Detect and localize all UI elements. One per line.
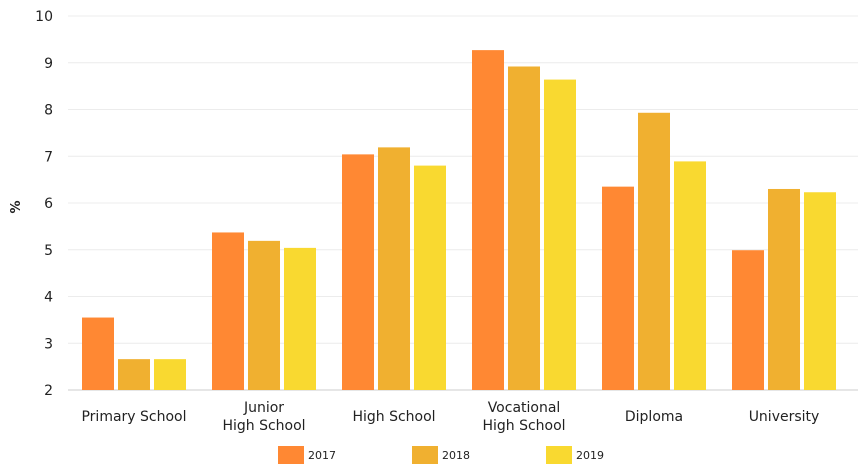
x-axis-category-labels: Primary School Junior High School High Scho… xyxy=(81,400,819,434)
bar-2019 xyxy=(284,247,316,390)
category-label: Primary School xyxy=(81,409,186,425)
legend-swatch xyxy=(546,446,572,464)
y-tick-label: 9 xyxy=(44,56,53,72)
legend-item-2019[interactable]: 2019 xyxy=(546,446,604,464)
bar-2019 xyxy=(414,165,446,390)
y-tick-label: 10 xyxy=(35,9,53,25)
bar-2019 xyxy=(544,79,576,390)
legend-label: 2019 xyxy=(576,449,604,462)
bar-2019 xyxy=(804,192,836,390)
grid-lines xyxy=(68,15,858,391)
bar-2017 xyxy=(732,250,764,390)
category-label: University xyxy=(749,409,820,425)
y-tick-label: 5 xyxy=(44,243,53,259)
bar-2018 xyxy=(768,188,800,390)
bar-2018 xyxy=(118,359,150,390)
category-label: Junior High School xyxy=(222,400,305,434)
legend-swatch xyxy=(278,446,304,464)
bar-2018 xyxy=(378,147,410,390)
legend-swatch xyxy=(412,446,438,464)
y-tick-label: 6 xyxy=(44,196,53,212)
bar-2017 xyxy=(602,186,634,390)
y-tick-label: 8 xyxy=(44,103,53,119)
bar-2017 xyxy=(472,50,504,390)
bar-2017 xyxy=(212,232,244,390)
y-axis-label: % xyxy=(9,200,24,213)
y-axis-tick-labels: 2 3 4 5 6 7 8 9 10 xyxy=(35,9,53,399)
y-tick-label: 2 xyxy=(44,383,53,399)
y-tick-label: 4 xyxy=(44,290,53,306)
bars xyxy=(82,50,836,391)
legend-item-2017[interactable]: 2017 xyxy=(278,446,336,464)
category-label: Vocational High School xyxy=(482,400,565,434)
legend-label: 2017 xyxy=(308,449,336,462)
bar-2018 xyxy=(248,240,280,390)
bar-2017 xyxy=(342,154,374,390)
bar-2018 xyxy=(638,112,670,391)
bar-2019 xyxy=(154,359,186,390)
category-label: High School xyxy=(352,409,435,425)
legend: 2017 2018 2019 xyxy=(278,446,604,464)
legend-label: 2018 xyxy=(442,449,470,462)
bar-2018 xyxy=(508,66,540,391)
bar-2019 xyxy=(674,161,706,390)
y-tick-label: 3 xyxy=(44,336,53,352)
legend-item-2018[interactable]: 2018 xyxy=(412,446,470,464)
category-label: Diploma xyxy=(625,409,683,425)
bar-2017 xyxy=(82,317,114,390)
y-tick-label: 7 xyxy=(44,149,53,165)
